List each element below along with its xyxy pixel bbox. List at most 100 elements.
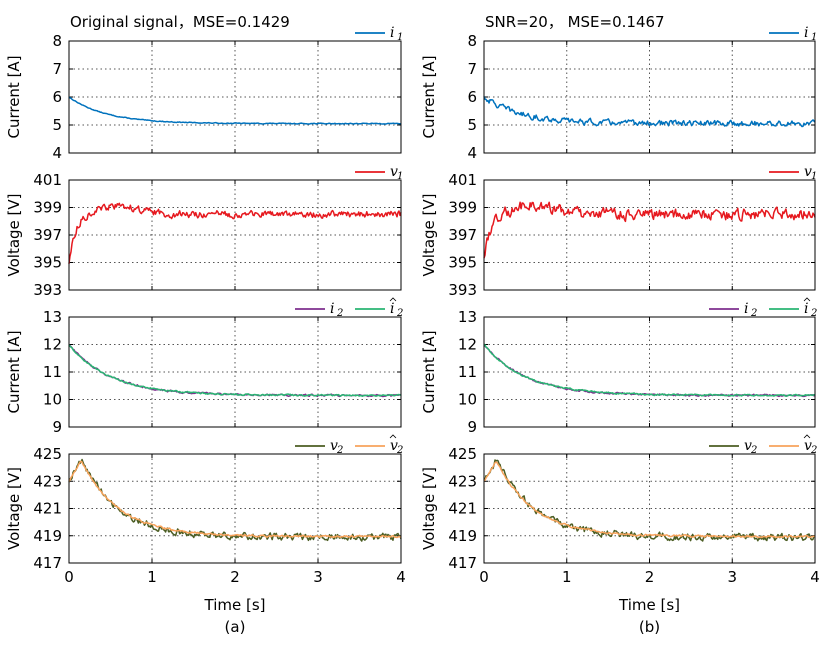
ytick-label: 393 [448,281,477,299]
xtick-label: 4 [396,568,406,586]
xtick-label: 2 [645,568,655,586]
xtick-label: 0 [479,568,489,586]
legend-label-subscript: 2 [396,445,403,456]
ytick-label: 425 [448,445,477,463]
legend-label: v [330,438,338,454]
hat-accent [389,297,397,302]
ytick-label: 419 [448,527,477,545]
legend-label-subscript: 2 [750,445,757,456]
xtick-label: 3 [727,568,737,586]
chart-column-1: Original signal，MSE=0.1429 4 5 6 7 8 Current [… [5,13,406,636]
ytick-label: 421 [33,500,62,518]
ytick-label: 399 [448,199,477,217]
ytick-label: 13 [458,308,477,326]
ytick-label: 397 [33,226,62,244]
subplot-2: 393 395 397 399 401 Voltage [V] v 1 [420,164,817,299]
panel-label: (a) [225,618,246,636]
legend-label-subscript: 1 [397,171,403,182]
series-line-v2-hat [483,461,816,539]
legend: i 2i 2 [709,297,817,319]
ytick-label: 5 [467,116,477,134]
ytick-label: 13 [43,308,62,326]
ytick-label: 11 [458,363,477,381]
ytick-label: 7 [467,60,477,78]
axes-frame [483,453,816,564]
legend-label-subscript: 2 [750,308,757,319]
legend-label-subscript: 2 [810,308,817,319]
ytick-label: 5 [52,116,62,134]
ytick-label: 12 [458,336,477,354]
subplot-1: 4 5 6 7 8 Current [A] i 1 [420,25,817,162]
ytick-label: 423 [33,472,62,490]
ytick-label: 417 [448,554,477,572]
ytick-label: 399 [33,199,62,217]
legend: v 2v 2 [295,434,403,456]
legend-label-subscript: 2 [336,308,343,319]
axes-frame [68,179,402,291]
xtick-label: 2 [230,568,240,586]
series-line-i2-hat [68,344,402,397]
hat-accent [389,434,397,439]
ytick-label: 9 [52,418,62,436]
ytick-label: 12 [43,336,62,354]
legend-label: v [390,438,398,454]
series-line-i2 [483,343,816,398]
y-axis-label: Voltage [V] [5,467,23,550]
legend-label-subscript: 1 [811,32,817,43]
series-line-i1 [483,96,816,128]
series-line-v2-hat [68,460,402,539]
x-axis-label: Time [s] [204,596,266,614]
chart-title: SNR=20， MSE=0.1467 [485,13,665,31]
series-line-v1 [483,201,816,259]
ytick-label: 395 [448,254,477,272]
legend-label: i [804,301,808,317]
xtick-label: 0 [64,568,74,586]
hat-accent [803,434,811,439]
axes-frame [483,40,816,154]
ytick-label: 7 [52,60,62,78]
series-line-v1 [68,202,402,264]
ytick-label: 4 [52,144,62,162]
legend-label: i [330,301,334,317]
legend: v 2v 2 [709,434,817,456]
axes-frame [68,316,402,428]
y-axis-label: Current [A] [5,55,23,138]
y-axis-label: Current [A] [420,55,438,138]
x-axis-label: Time [s] [618,596,680,614]
series-line-v2 [68,458,402,542]
ytick-label: 401 [33,171,62,189]
axes-frame [483,316,816,428]
series-line-i1 [68,96,402,125]
legend-label-subscript: 2 [810,445,817,456]
axes-frame [68,453,402,564]
ytick-label: 421 [448,500,477,518]
y-axis-label: Voltage [V] [420,467,438,550]
ytick-label: 425 [33,445,62,463]
xtick-label: 3 [313,568,323,586]
legend-label-subscript: 2 [396,308,403,319]
panel-label: (b) [639,618,660,636]
y-axis-label: Current [A] [5,330,23,413]
ytick-label: 417 [33,554,62,572]
ytick-label: 8 [52,32,62,50]
ytick-label: 419 [33,527,62,545]
legend-label-subscript: 2 [336,445,343,456]
hat-accent [803,297,811,302]
legend-label: v [804,438,812,454]
ytick-label: 401 [448,171,477,189]
chart-title: Original signal，MSE=0.1429 [70,13,290,31]
legend-label: v [744,438,752,454]
xtick-label: 1 [147,568,157,586]
legend-label: v [390,164,398,180]
legend-label: i [390,25,394,41]
